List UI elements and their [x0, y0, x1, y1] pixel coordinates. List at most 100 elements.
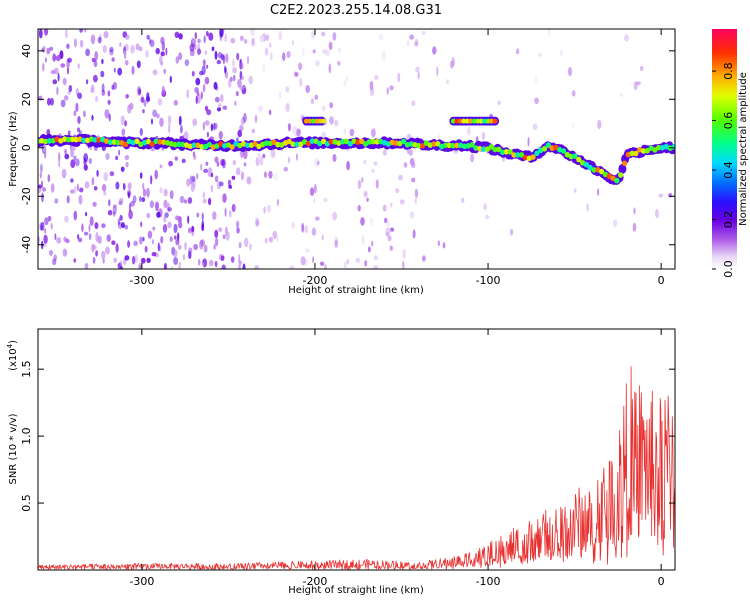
heatmap-noise-blob [155, 47, 160, 55]
heatmap-noise-blob [382, 149, 387, 156]
heatmap-noise-blob [198, 258, 201, 266]
heatmap-noise-blob [104, 109, 110, 119]
heatmap-noise-blob [88, 157, 93, 165]
heatmap-ridge-core [305, 140, 311, 147]
heatmap-noise-blob [328, 63, 332, 74]
heatmap-noise-blob [597, 188, 600, 196]
heatmap-noise-blob [103, 31, 109, 39]
heatmap-noise-blob [215, 237, 219, 247]
heatmap-noise-blob [169, 75, 172, 83]
heatmap-noise-blob [366, 197, 369, 202]
heatmap-ridge-core [671, 144, 675, 150]
heatmap-noise-blob [639, 65, 644, 72]
heatmap-noise-blob [120, 166, 125, 172]
heatmap-noise-blob [309, 187, 315, 197]
heatmap-ridge-core [515, 152, 521, 158]
heatmap-noise-blob [88, 233, 92, 241]
heatmap-noise-blob [383, 217, 388, 224]
heatmap-noise-blob [43, 234, 48, 244]
colorbar-label: Normalized spectral amplitude [738, 72, 749, 226]
heatmap-noise-blob [123, 49, 127, 60]
heatmap-noise-blob [232, 74, 236, 82]
heatmap-noise-blob [321, 234, 324, 241]
heatmap-noise-blob [201, 65, 206, 76]
heatmap-noise-blob [159, 187, 163, 194]
heatmap-noise-blob [54, 233, 57, 241]
heatmap-noise-blob [193, 243, 198, 251]
heatmap-noise-blob [66, 43, 70, 50]
heatmap-ridge-core [420, 143, 426, 149]
snr-y-axis-label: SNR (10 * v/v) [8, 413, 19, 484]
heatmap-noise-blob [258, 105, 263, 112]
heatmap-noise-blob [239, 124, 244, 132]
heatmap-ridge-core [461, 143, 468, 150]
heatmap-noise-blob [84, 29, 87, 33]
heatmap-noise-blob [266, 204, 271, 213]
heatmap-noise-blob [216, 107, 222, 112]
heatmap-noise-blob [329, 116, 334, 125]
heatmap-noise-blob [222, 234, 226, 239]
heatmap-noise-blob [175, 239, 180, 246]
heatmap-noise-blob [111, 240, 116, 245]
heatmap-noise-blob [83, 110, 86, 118]
heatmap-noise-blob [264, 237, 268, 244]
heatmap-noise-blob [259, 156, 264, 166]
heatmap-noise-blob [93, 60, 98, 68]
heatmap-noise-blob [357, 179, 362, 190]
heatmap-noise-blob [73, 210, 78, 221]
heatmap-noise-blob [574, 188, 577, 193]
heatmap-ridge-core [530, 154, 536, 160]
heatmap-noise-blob [231, 175, 236, 180]
heatmap-noise-blob [537, 52, 543, 58]
heatmap-noise-blob [58, 152, 61, 162]
heatmap-noise-blob [150, 175, 153, 185]
heatmap-noise-blob [160, 236, 164, 244]
heatmap-noise-blob [131, 255, 136, 265]
heatmap-noise-blob [249, 243, 252, 251]
heatmap-noise-blob [527, 137, 530, 147]
heatmap-noise-blob [75, 158, 80, 167]
heatmap-noise-blob [50, 69, 56, 75]
heatmap-noise-blob [53, 254, 57, 261]
heatmap-noise-blob [298, 62, 303, 71]
heatmap-noise-blob [47, 97, 51, 106]
heatmap-noise-blob [658, 193, 664, 198]
heatmap-ridge-core [576, 156, 582, 163]
y-tick-label: 0 [20, 144, 33, 151]
heatmap-noise-blob [325, 49, 330, 57]
heatmap-noise-blob [73, 38, 77, 48]
y-tick-label: -20 [20, 187, 33, 205]
x-tick-label: -300 [129, 274, 154, 287]
heatmap-ridge-core [618, 172, 624, 178]
heatmap-noise-blob [115, 181, 120, 190]
chart-title: C2E2.2023.255.14.08.G31 [270, 3, 442, 18]
x-tick-label: 0 [658, 575, 665, 588]
heatmap-noise-blob [67, 130, 71, 136]
heatmap-noise-blob [206, 131, 209, 138]
heatmap-noise-blob [47, 215, 52, 222]
heatmap-secondary-core [310, 118, 316, 124]
heatmap-noise-blob [106, 234, 111, 242]
heatmap-ridge-core [656, 144, 662, 151]
heatmap-noise-blob [142, 236, 145, 242]
heatmap-ridge-core [500, 149, 506, 156]
heatmap-noise-blob [63, 236, 67, 242]
heatmap-noise-blob [155, 201, 159, 212]
heatmap-noise-blob [41, 192, 44, 203]
x-tick-label: 0 [658, 274, 665, 287]
heatmap-noise-blob [319, 261, 325, 266]
heatmap-noise-blob [76, 183, 80, 192]
heatmap-secondary-core [303, 118, 309, 124]
heatmap-noise-blob [301, 47, 305, 57]
heatmap-noise-blob [222, 105, 228, 110]
heatmap-ridge-core [263, 140, 270, 146]
heatmap-noise-blob [96, 169, 99, 177]
heatmap-noise-blob [92, 201, 97, 207]
heatmap-noise-blob [121, 222, 125, 229]
heatmap-noise-blob [141, 197, 146, 203]
heatmap-ridge-core [180, 141, 186, 148]
heatmap-noise-blob [510, 228, 514, 236]
heatmap-noise-blob [70, 159, 76, 169]
heatmap-noise-blob [210, 172, 214, 178]
heatmap-noise-blob [113, 67, 116, 73]
